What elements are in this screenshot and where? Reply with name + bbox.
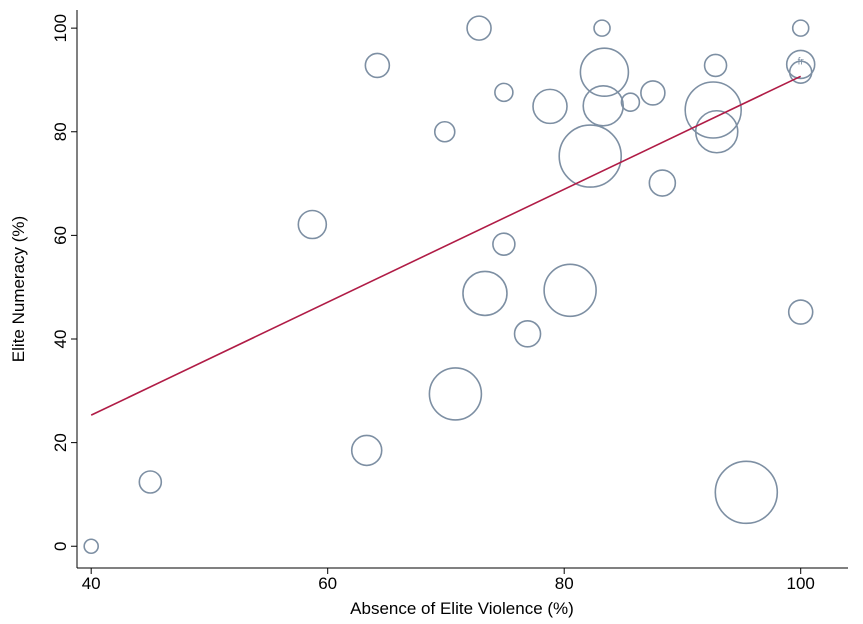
bubble (350, 434, 383, 467)
bubble (714, 460, 779, 525)
bubble (513, 320, 542, 348)
x-tick-label: 60 (318, 574, 337, 593)
x-axis-title: Absence of Elite Violence (%) (350, 599, 574, 618)
bubble (785, 49, 816, 80)
bubble (579, 47, 630, 97)
fit-line (90, 75, 802, 416)
bubble (694, 109, 739, 154)
bubble (532, 88, 568, 125)
y-tick-label: 20 (51, 433, 70, 452)
y-tick-label: 60 (51, 226, 70, 245)
bubble (462, 270, 508, 317)
x-tick-label: 40 (82, 574, 101, 593)
bubble (787, 299, 814, 325)
bubble (593, 19, 611, 37)
bubble (684, 81, 742, 139)
bubble (494, 82, 514, 103)
y-tick-label: 80 (51, 122, 70, 141)
bubble (364, 52, 391, 79)
bubble (138, 470, 163, 494)
bubble (492, 232, 516, 256)
bubble (543, 263, 597, 318)
x-tick-label: 80 (555, 574, 574, 593)
bubble (83, 538, 99, 555)
y-tick-label: 0 (51, 542, 70, 551)
x-tick-label: 100 (787, 574, 815, 593)
y-tick-label: 100 (51, 14, 70, 42)
bubble (558, 124, 623, 188)
y-axis-title: Elite Numeracy (%) (9, 216, 28, 362)
bubble (428, 367, 483, 421)
bubble (791, 19, 810, 37)
bubble (582, 85, 625, 127)
bubble (620, 92, 641, 113)
bubble (640, 80, 666, 106)
bubble (433, 120, 456, 143)
y-tick-label: 40 (51, 330, 70, 349)
bubble (703, 53, 728, 78)
bubble (648, 169, 677, 197)
bubble (297, 209, 328, 240)
bubble (466, 15, 492, 41)
bubble (788, 60, 813, 84)
annotation: fr (798, 56, 805, 67)
